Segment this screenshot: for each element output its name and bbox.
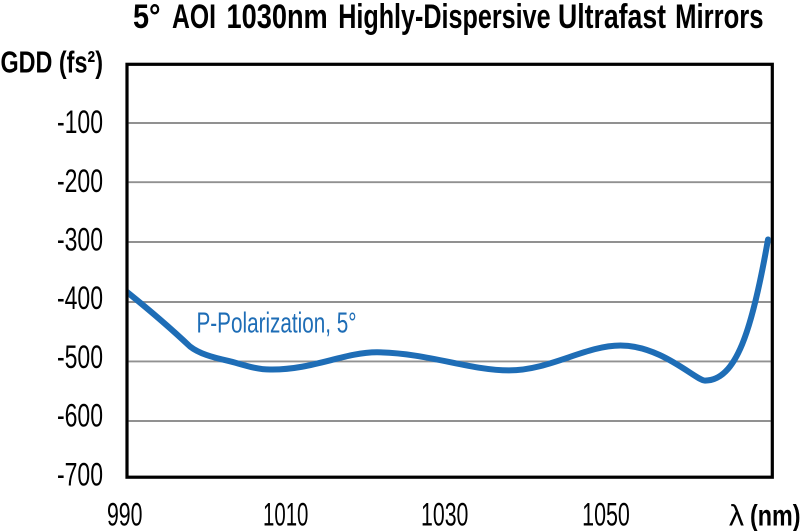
svg-text:-200: -200 (57, 163, 103, 199)
svg-text:5°: 5° (133, 0, 161, 36)
svg-text:(nm): (nm) (750, 500, 801, 531)
svg-text:-100: -100 (57, 104, 103, 140)
svg-text:GDD (fs²): GDD (fs²) (1, 45, 104, 80)
svg-text:1030: 1030 (421, 497, 468, 531)
svg-text:-600: -600 (57, 398, 103, 434)
svg-text:1050: 1050 (582, 497, 630, 531)
svg-text:1010: 1010 (263, 497, 308, 531)
svg-text:Ultrafast: Ultrafast (558, 0, 666, 36)
svg-text:Highly-Dispersive: Highly-Dispersive (338, 0, 550, 36)
svg-text:990: 990 (107, 497, 143, 531)
svg-text:-400: -400 (57, 280, 103, 316)
svg-text:-300: -300 (57, 222, 103, 258)
svg-text:λ: λ (729, 500, 744, 531)
svg-text:AOI: AOI (172, 0, 216, 36)
svg-text:-700: -700 (57, 456, 103, 492)
svg-text:P-Polarization, 5°: P-Polarization, 5° (197, 307, 357, 339)
svg-text:Mirrors: Mirrors (675, 0, 763, 36)
svg-text:1030nm: 1030nm (227, 0, 328, 36)
svg-text:-500: -500 (57, 339, 103, 375)
